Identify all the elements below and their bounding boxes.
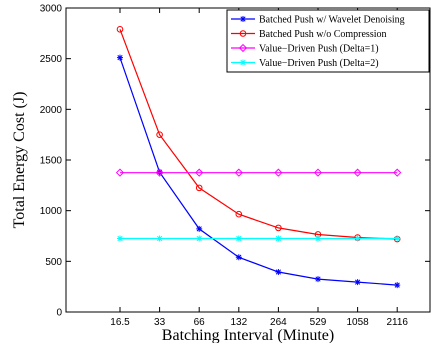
- legend-item: Value−Driven Push (Delta=2): [231, 58, 379, 69]
- data-point: [155, 168, 164, 177]
- data-point: [393, 168, 402, 177]
- data-point: [313, 168, 323, 177]
- legend-swatch-marker: [238, 43, 248, 53]
- series-line: [119, 29, 398, 240]
- legend-swatch-marker: [240, 59, 246, 66]
- data-point: [275, 224, 282, 232]
- data-point: [353, 168, 362, 177]
- y-axis: 0 500 1000 1500 2000 2500 3000: [40, 4, 430, 319]
- series-layer: [115, 25, 402, 289]
- x-tick-label: 33: [154, 317, 166, 328]
- legend-item: Batched Push w/ Wavelet Denoising: [231, 15, 405, 26]
- data-point: [394, 282, 401, 289]
- x-tick-label: 2116: [386, 317, 408, 328]
- data-point: [195, 168, 204, 177]
- y-tick-label: 1500: [40, 156, 63, 167]
- data-point: [235, 254, 242, 261]
- legend-label: Batched Push w/o Compression: [259, 29, 387, 40]
- legend-swatch-marker: [239, 30, 247, 37]
- data-point: [196, 225, 203, 232]
- data-point: [117, 54, 123, 61]
- x-tick-label: 1058: [346, 317, 369, 328]
- y-tick-label: 3000: [40, 4, 63, 15]
- data-point: [235, 235, 242, 242]
- legend-box: [226, 9, 430, 73]
- data-point: [156, 131, 163, 138]
- y-tick-label: 500: [45, 257, 62, 268]
- legend-item: Batched Push w/o Compression: [231, 29, 387, 40]
- data-point: [315, 276, 321, 283]
- x-tick-label: 529: [310, 317, 327, 328]
- data-point: [274, 168, 283, 177]
- legend-swatch-marker: [240, 16, 246, 22]
- series-1: [117, 54, 401, 289]
- data-point: [315, 235, 321, 242]
- x-tick-label: 132: [230, 317, 247, 328]
- series-line: [119, 57, 398, 286]
- legend-label: Batched Push w/ Wavelet Denoising: [259, 15, 405, 26]
- data-point: [234, 168, 243, 177]
- series-3: [115, 168, 402, 177]
- legend: Batched Push w/ Wavelet Denoising Batched…: [226, 9, 430, 73]
- legend-label: Value−Driven Push (Delta=1): [259, 44, 379, 55]
- data-point: [196, 235, 203, 242]
- legend-label: Value−Driven Push (Delta=2): [259, 58, 379, 69]
- data-point: [115, 168, 125, 177]
- data-point: [116, 25, 124, 33]
- series-4: [117, 235, 401, 242]
- y-tick-label: 0: [56, 308, 62, 319]
- data-point: [156, 235, 163, 242]
- legend-item: Value−Driven Push (Delta=1): [231, 44, 379, 55]
- x-axis-title: Batching Interval (Minute): [162, 327, 334, 343]
- x-tick-label: 66: [194, 317, 206, 328]
- data-point: [394, 235, 401, 242]
- data-point: [117, 235, 123, 242]
- data-point: [275, 235, 282, 242]
- data-point: [195, 184, 203, 192]
- x-tick-label: 264: [270, 317, 287, 328]
- y-axis-title: Total Energy Cost (J): [11, 92, 28, 229]
- y-tick-label: 2500: [40, 54, 63, 65]
- data-point: [354, 279, 361, 286]
- data-point: [235, 210, 243, 218]
- x-tick-label: 16.5: [110, 317, 130, 328]
- data-point: [354, 235, 361, 242]
- data-point: [275, 268, 282, 275]
- y-tick-label: 1000: [40, 206, 63, 217]
- y-tick-label: 2000: [40, 105, 63, 116]
